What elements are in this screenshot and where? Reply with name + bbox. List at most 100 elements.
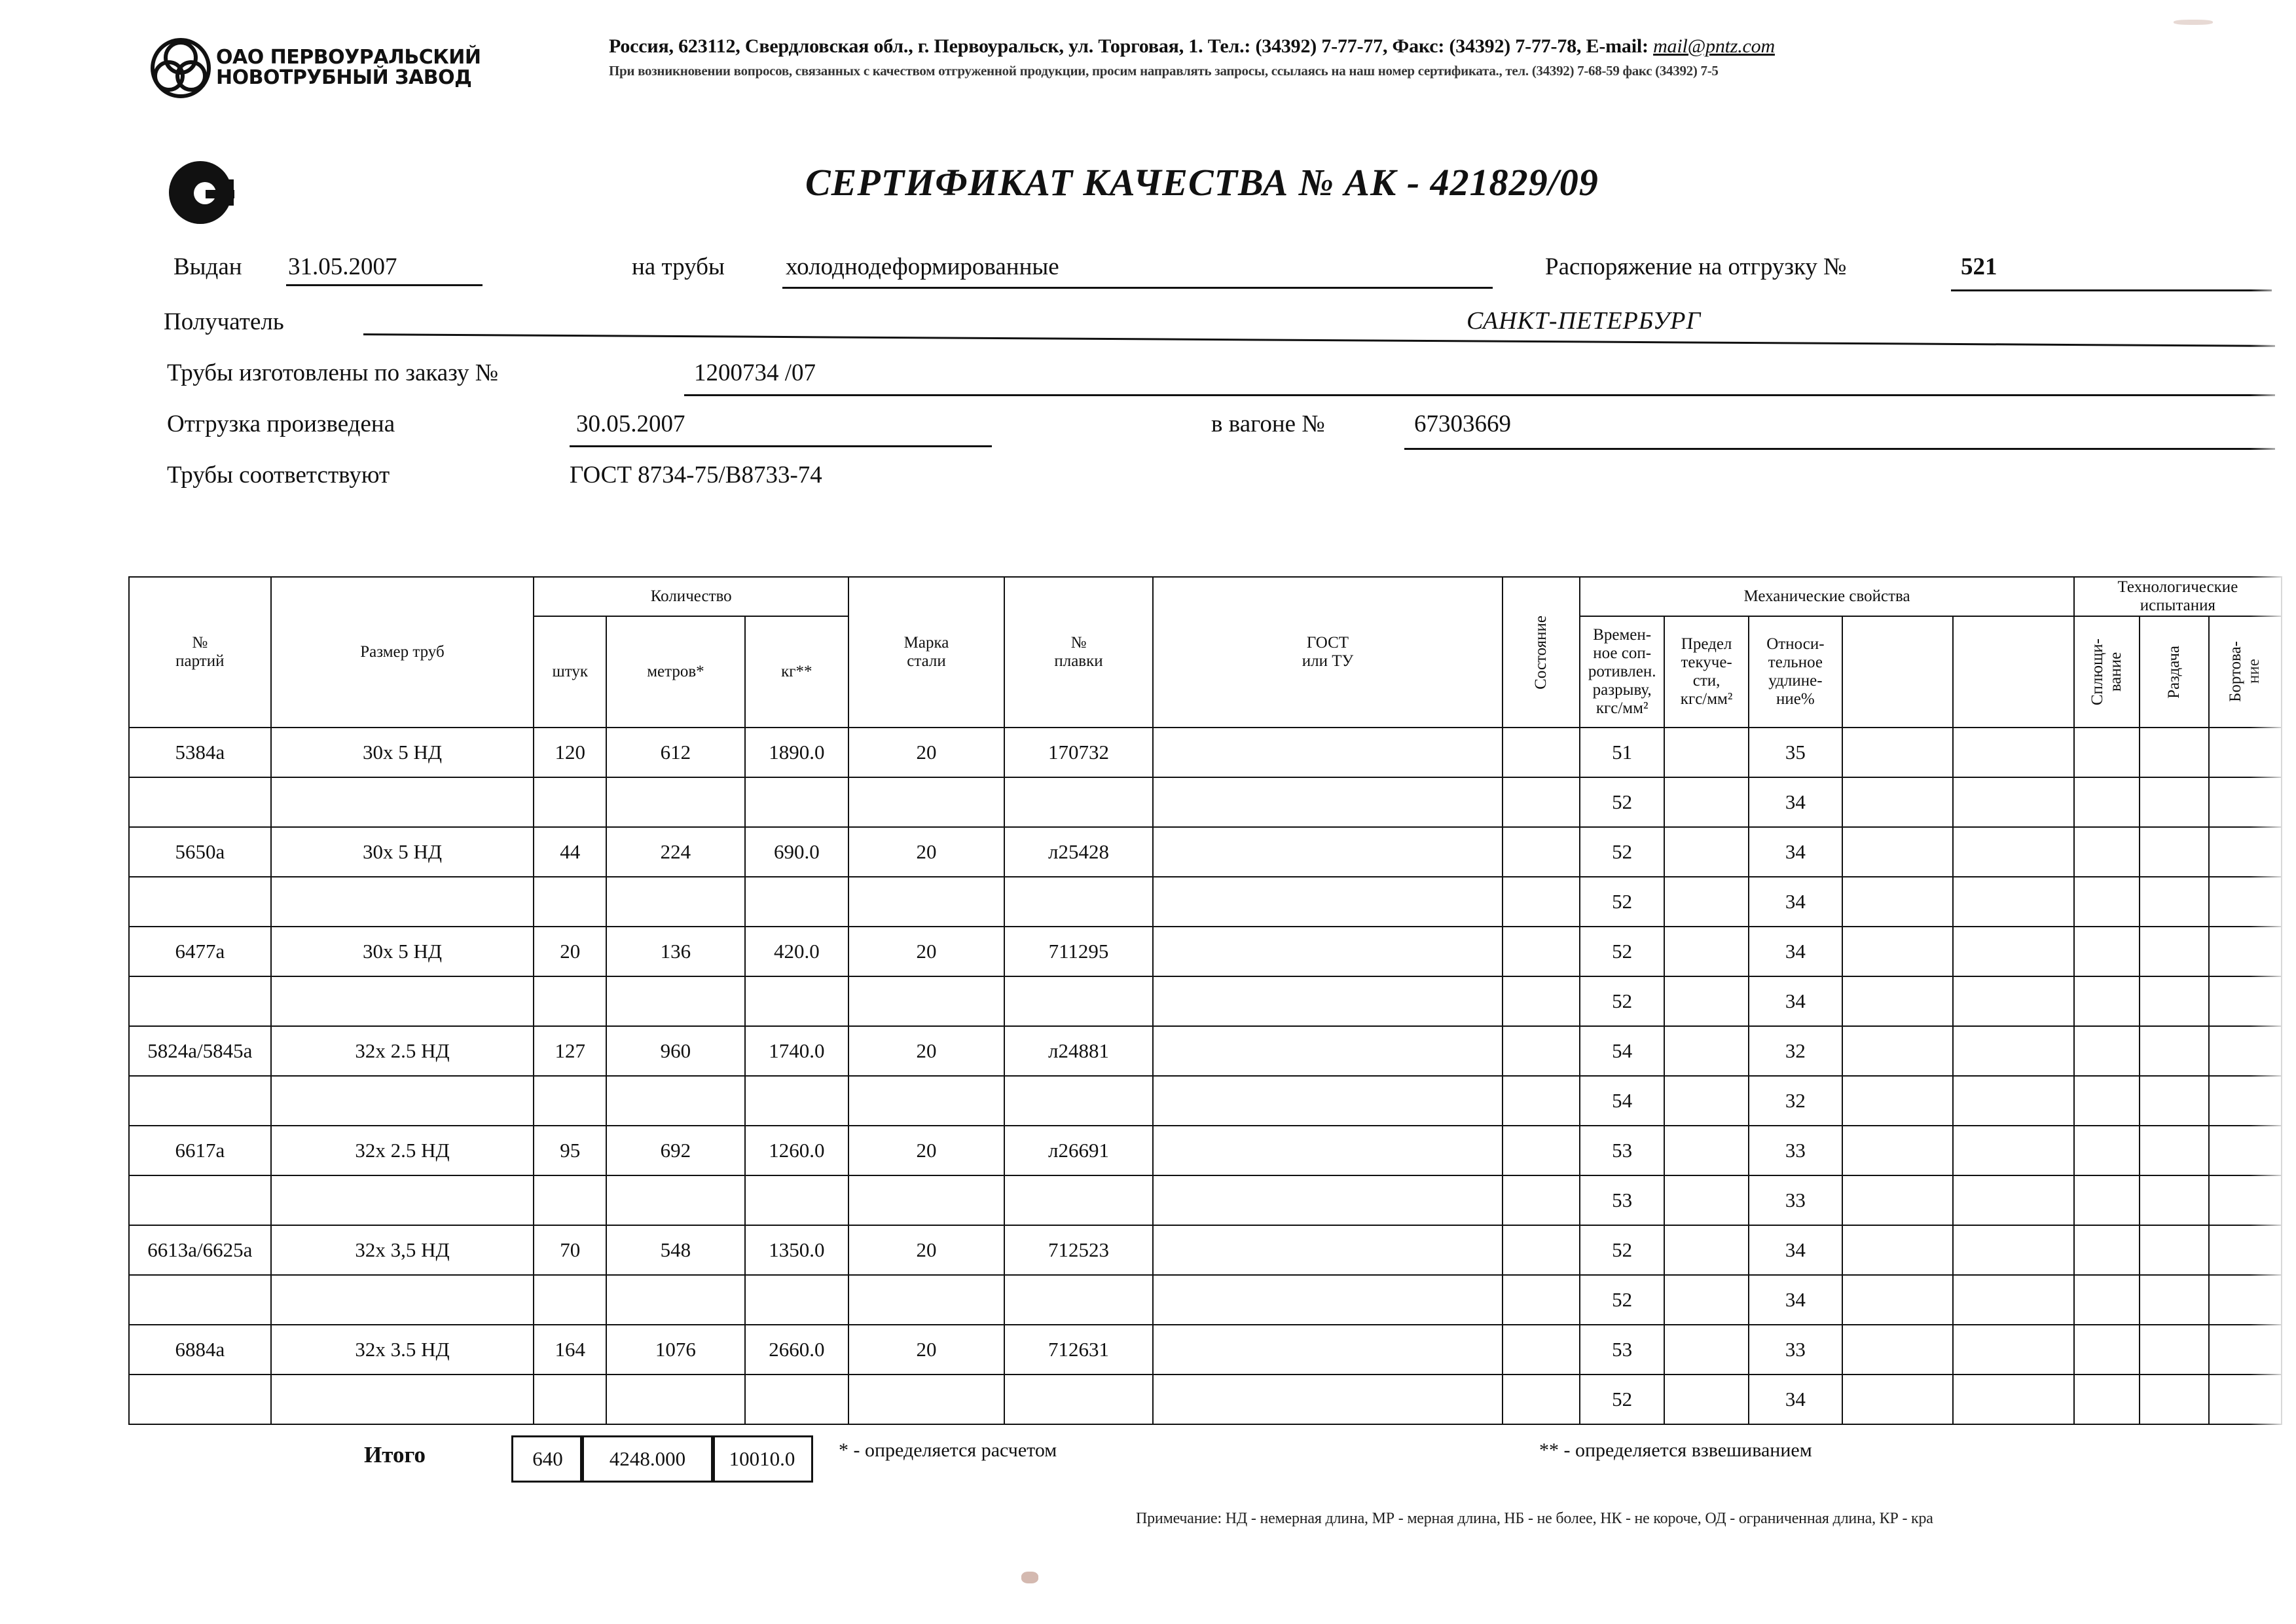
cell-kg: 1890.0 xyxy=(744,727,850,778)
cell-exp xyxy=(2139,1025,2210,1077)
cell-gost xyxy=(1152,976,1503,1027)
pipes-type-label: на трубы xyxy=(632,253,725,280)
cell-meters: 1076 xyxy=(606,1324,746,1375)
recipient-value[interactable]: САНКТ-ПЕТЕРБУРГ xyxy=(1467,307,1702,335)
cell-size xyxy=(270,876,535,927)
cell-grade xyxy=(848,777,1005,828)
certificate-table: № партий Размер труб Количество Марка ст… xyxy=(128,576,2283,1425)
form-row-shipment: Отгрузка произведена 30.05.2007 в вагоне… xyxy=(167,390,2275,450)
cell-mb2 xyxy=(1952,1374,2075,1425)
th-mech-blank-2 xyxy=(1952,616,2075,728)
cell-mb1 xyxy=(1841,1274,1954,1325)
cell-heat xyxy=(1003,777,1154,828)
cell-size: 32х 2.5 НД xyxy=(270,1125,535,1176)
totals-kg: 10010.0 xyxy=(711,1435,813,1483)
cell-state xyxy=(1501,1025,1581,1077)
cell-gost xyxy=(1152,727,1503,778)
cell-meters xyxy=(606,1274,746,1325)
cell-size: 30х 5 НД xyxy=(270,926,535,977)
cell-gost xyxy=(1152,876,1503,927)
cell-heat: 711295 xyxy=(1003,926,1154,977)
cell-lot xyxy=(128,976,272,1027)
cell-grade xyxy=(848,1274,1005,1325)
table-row: 52 34 xyxy=(128,876,2283,927)
cell-tensile: 52 xyxy=(1579,1374,1666,1425)
cell-lot xyxy=(128,1374,272,1425)
cell-lot: 5824а/5845а xyxy=(128,1025,272,1077)
order-rule xyxy=(684,394,2275,396)
cell-size xyxy=(270,1374,535,1425)
shipping-order-rule xyxy=(1951,289,2272,291)
cell-kg xyxy=(744,1374,850,1425)
cell-tensile: 51 xyxy=(1579,727,1666,778)
cell-state xyxy=(1501,1374,1581,1425)
cell-gost xyxy=(1152,926,1503,977)
cell-meters xyxy=(606,976,746,1027)
cell-meters: 960 xyxy=(606,1025,746,1077)
shipment-value[interactable]: 30.05.2007 xyxy=(576,411,685,437)
table-row: 52 34 xyxy=(128,1374,2283,1425)
cell-kg: 690.0 xyxy=(744,826,850,877)
cell-lot xyxy=(128,1274,272,1325)
company-email-link[interactable]: mail@pntz.com xyxy=(1653,35,1775,57)
cell-pieces: 95 xyxy=(533,1125,608,1176)
page-title: СЕРТИФИКАТ КАЧЕСТВА № АК - 421829/09 xyxy=(805,161,1599,204)
wagon-value[interactable]: 67303669 xyxy=(1414,411,1511,437)
cell-tensile: 53 xyxy=(1579,1125,1666,1176)
cell-yield xyxy=(1664,1324,1750,1375)
cell-state xyxy=(1501,976,1581,1027)
cell-kg: 420.0 xyxy=(744,926,850,977)
cell-yield xyxy=(1664,826,1750,877)
cell-mb2 xyxy=(1952,1025,2075,1077)
company-name-line2: НОВОТРУБНЫЙ ЗАВОД xyxy=(216,66,472,89)
cell-pieces xyxy=(533,777,608,828)
cell-flat xyxy=(2073,1075,2141,1126)
cell-size: 30х 5 НД xyxy=(270,826,535,877)
cell-flat xyxy=(2073,1374,2141,1425)
table-head: № партий Размер труб Количество Марка ст… xyxy=(128,576,2283,728)
totals-meters: 4248.000 xyxy=(580,1435,715,1483)
cell-elong: 35 xyxy=(1748,727,1843,778)
cell-pieces xyxy=(533,1075,608,1126)
conformity-value[interactable]: ГОСТ 8734-75/В8733-74 xyxy=(570,462,822,489)
cell-heat: л25428 xyxy=(1003,826,1154,877)
cell-yield xyxy=(1664,727,1750,778)
order-label: Трубы изготовлены по заказу № xyxy=(167,360,499,386)
cell-size: 30х 5 НД xyxy=(270,727,535,778)
cell-meters xyxy=(606,1175,746,1226)
cell-flat xyxy=(2073,1274,2141,1325)
cell-kg: 1740.0 xyxy=(744,1025,850,1077)
cell-heat: 170732 xyxy=(1003,727,1154,778)
table-row: 6477а 30х 5 НД 20 136 420.0 20 711295 52 34 xyxy=(128,926,2283,977)
issued-value[interactable]: 31.05.2007 xyxy=(288,253,397,280)
certificate-form: Выдан 31.05.2007 на трубы холоднодеформи… xyxy=(164,249,2275,489)
cell-tensile: 52 xyxy=(1579,826,1666,877)
page-edge-fade xyxy=(2250,0,2296,1624)
cell-meters: 612 xyxy=(606,727,746,778)
th-tech-tests-group: Технологические испытания xyxy=(2073,576,2283,617)
cell-lot xyxy=(128,876,272,927)
cell-flat xyxy=(2073,1324,2141,1375)
shipping-order-value[interactable]: 521 xyxy=(1961,253,1997,280)
th-mech-props-group: Механические свойства xyxy=(1579,576,2075,617)
cell-pieces: 20 xyxy=(533,926,608,977)
cell-grade: 20 xyxy=(848,926,1005,977)
table-row: 52 34 xyxy=(128,1274,2283,1325)
cell-size: 32х 2.5 НД xyxy=(270,1025,535,1077)
cell-lot: 6884а xyxy=(128,1324,272,1375)
pipes-type-value[interactable]: холоднодеформированные xyxy=(786,253,1059,280)
pipes-type-rule xyxy=(782,287,1493,289)
cell-flat xyxy=(2073,1025,2141,1077)
cell-lot xyxy=(128,1075,272,1126)
cell-size: 32х 3.5 НД xyxy=(270,1324,535,1375)
cell-mb2 xyxy=(1952,727,2075,778)
order-value[interactable]: 1200734 /07 xyxy=(694,360,816,386)
cell-mb2 xyxy=(1952,876,2075,927)
scan-speck-top xyxy=(2174,20,2213,25)
cell-elong: 34 xyxy=(1748,1374,1843,1425)
cell-heat xyxy=(1003,1274,1154,1325)
cell-grade xyxy=(848,876,1005,927)
cell-tensile: 52 xyxy=(1579,976,1666,1027)
cell-meters: 548 xyxy=(606,1225,746,1276)
cell-exp xyxy=(2139,777,2210,828)
